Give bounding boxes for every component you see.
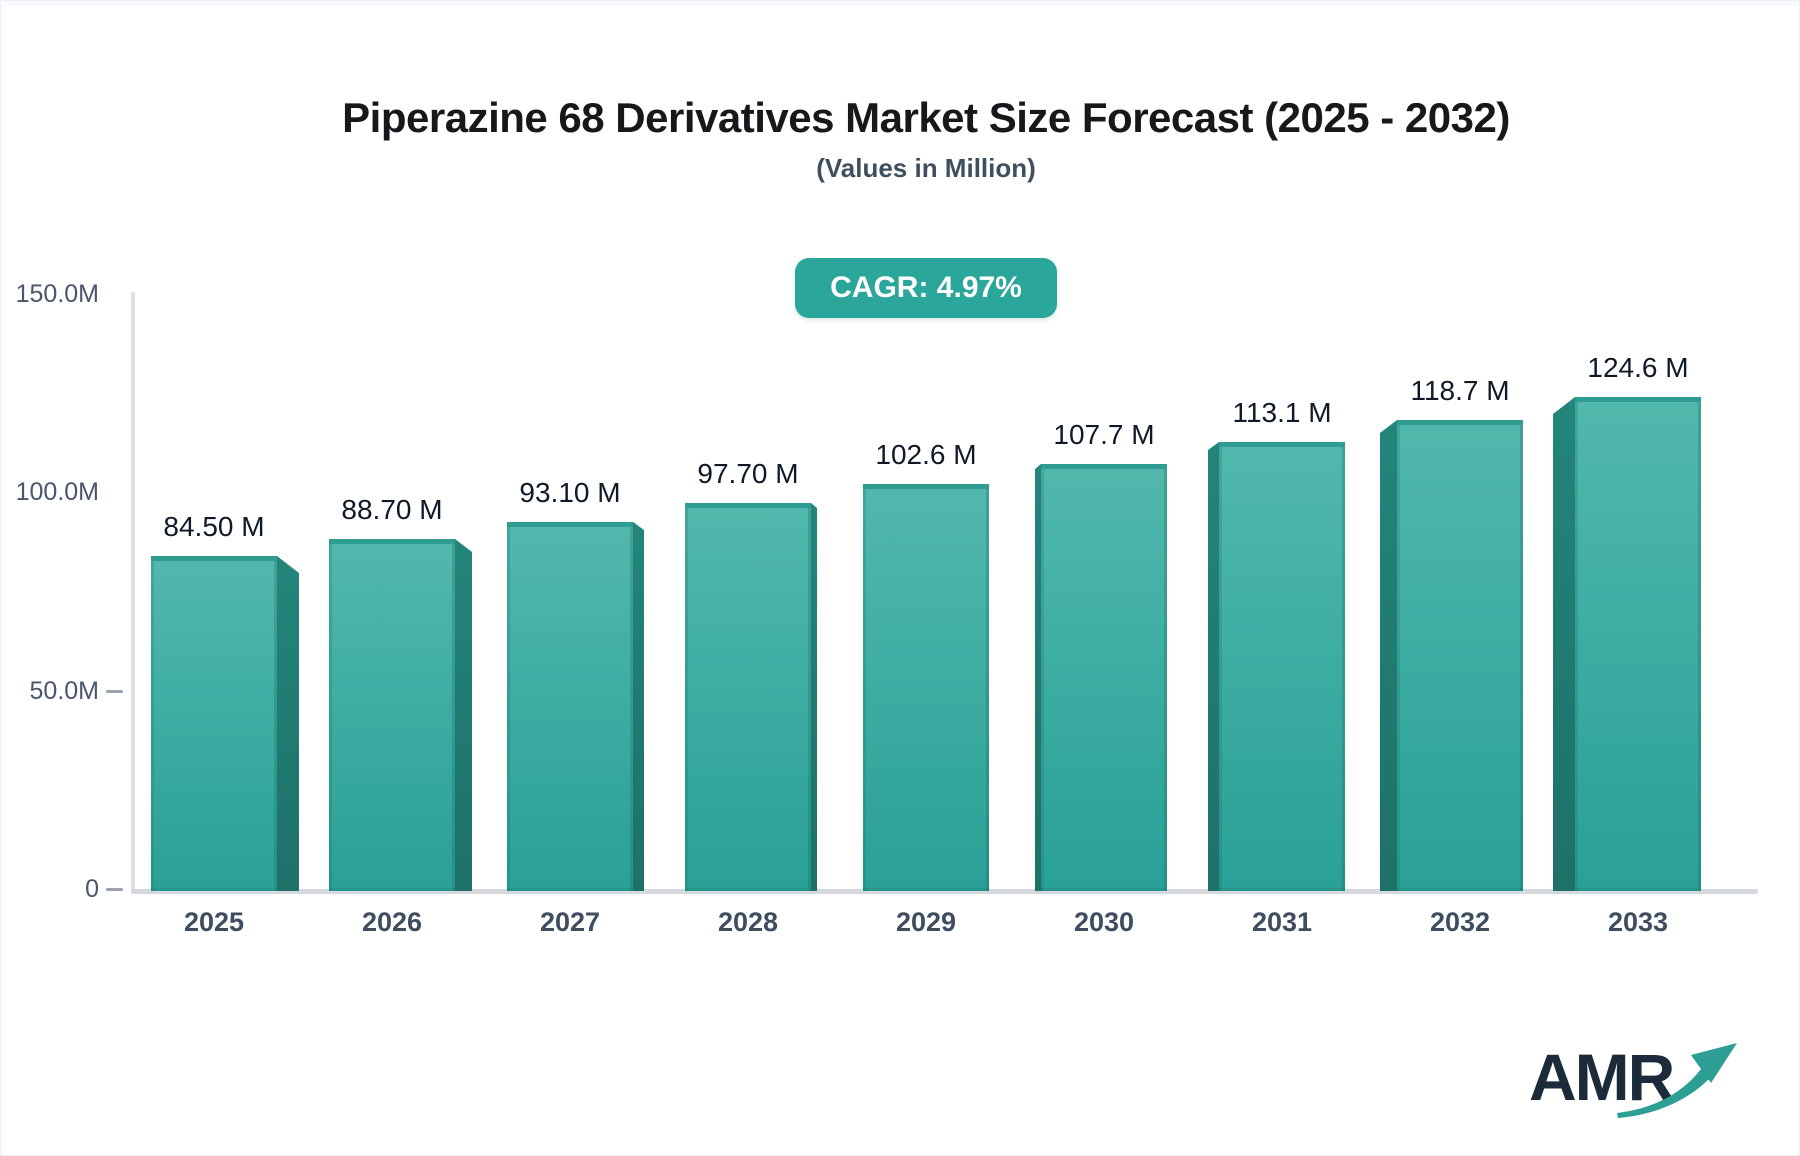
bar-2026 bbox=[329, 539, 455, 891]
bar-side-face bbox=[1208, 442, 1219, 891]
bar-2031 bbox=[1219, 442, 1345, 891]
bar-value-label: 97.70 M bbox=[697, 458, 799, 489]
brand-logo: AMR bbox=[1529, 1033, 1759, 1125]
bar-side-face bbox=[633, 522, 644, 891]
bar-value-label: 118.7 M bbox=[1410, 375, 1510, 406]
y-tick-label: 150.0M bbox=[15, 280, 99, 308]
x-axis-year-label: 2027 bbox=[539, 907, 601, 937]
y-tick-dash bbox=[106, 888, 123, 891]
page-edge bbox=[1, 1, 1799, 6]
bar-side-face bbox=[455, 539, 472, 891]
bar-value-label: 113.1 M bbox=[1232, 397, 1332, 428]
bar-2029 bbox=[863, 484, 989, 891]
x-axis-year-label: 2029 bbox=[895, 907, 957, 937]
bar-value-label: 88.70 M bbox=[341, 494, 443, 525]
x-axis-year-label: 2031 bbox=[1251, 907, 1313, 937]
bar-value-label: 107.7 M bbox=[1053, 419, 1155, 450]
chart-header: Piperazine 68 Derivatives Market Size Fo… bbox=[61, 1, 1791, 318]
bar-value-label: 84.50 M bbox=[163, 511, 265, 542]
bar-2033 bbox=[1575, 397, 1701, 891]
cagr-badge: CAGR: 4.97% bbox=[795, 258, 1057, 318]
y-tick-dash bbox=[106, 689, 123, 693]
x-axis-year-label: 2025 bbox=[183, 907, 245, 937]
x-axis-year-label: 2033 bbox=[1607, 907, 1669, 937]
x-axis-year-label: 2032 bbox=[1429, 907, 1491, 937]
bar-side-face bbox=[1035, 464, 1041, 891]
bar-value-label: 102.6 M bbox=[875, 439, 977, 470]
x-axis-year-label: 2026 bbox=[361, 907, 423, 937]
bar-side-face bbox=[811, 503, 817, 891]
x-axis-baseline bbox=[131, 889, 1758, 894]
bar-value-label: 93.10 M bbox=[519, 477, 621, 508]
chart-subtitle: (Values in Million) bbox=[816, 153, 1036, 183]
growth-arrow-icon bbox=[1617, 1043, 1737, 1118]
bar-side-face bbox=[277, 556, 299, 891]
bar-side-face bbox=[1380, 420, 1397, 891]
bar-2025 bbox=[151, 556, 277, 891]
bar-value-label: 124.6 M bbox=[1587, 352, 1689, 383]
bar-2030 bbox=[1041, 464, 1167, 891]
y-tick-label: 50.0M bbox=[29, 676, 99, 705]
bar-2032 bbox=[1397, 420, 1523, 891]
y-tick-label: 100.0M bbox=[15, 478, 99, 507]
x-axis-year-label: 2030 bbox=[1073, 907, 1135, 937]
page-edge bbox=[1, 1, 4, 1155]
y-axis-line bbox=[131, 292, 135, 890]
y-tick-label: 0 bbox=[85, 875, 99, 903]
logo-text: AMR bbox=[1529, 1040, 1675, 1114]
chart-title: Piperazine 68 Derivatives Market Size Fo… bbox=[342, 94, 1510, 141]
bar-side-face bbox=[1553, 397, 1575, 891]
x-axis-year-label: 2028 bbox=[717, 907, 779, 937]
bar-2027 bbox=[507, 522, 633, 891]
bar-2028 bbox=[685, 503, 811, 891]
